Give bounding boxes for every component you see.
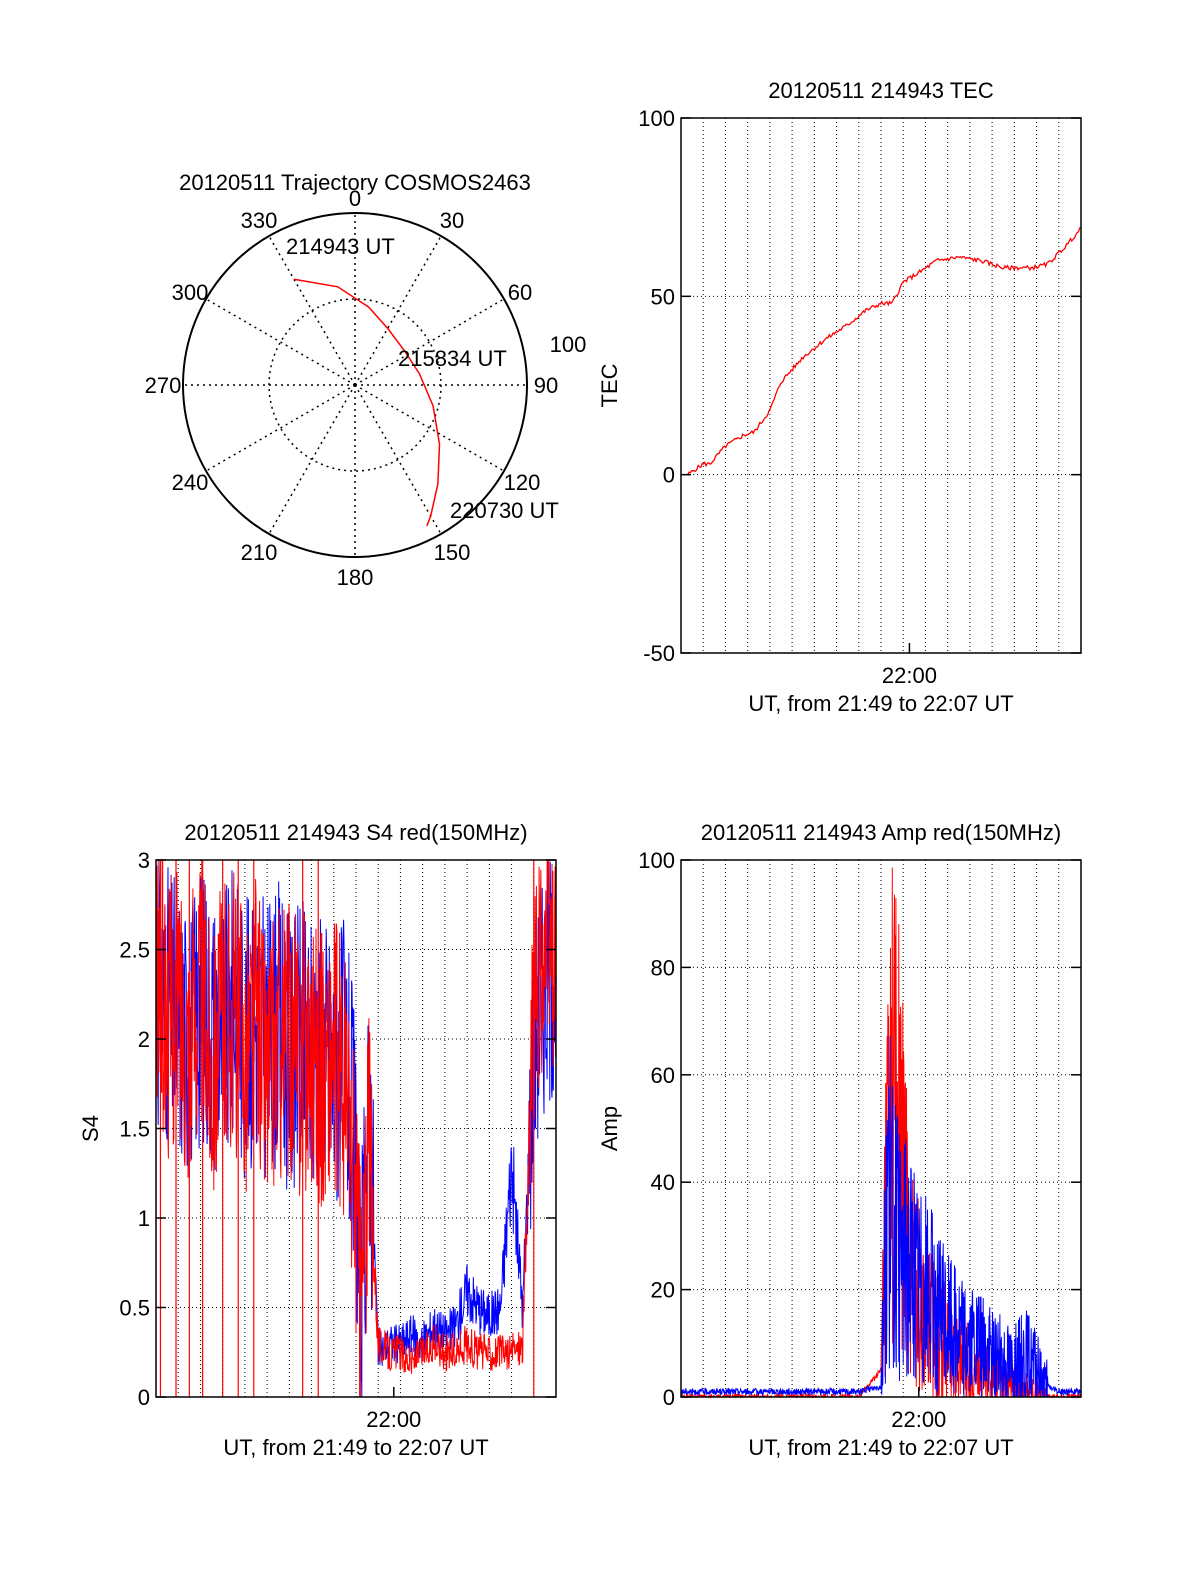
- x-axis-label: UT, from 21:49 to 22:07 UT: [748, 1435, 1013, 1460]
- polar-spoke: [205, 298, 356, 386]
- y-tick-label: 1.5: [119, 1117, 150, 1142]
- angle-label: 240: [172, 470, 209, 495]
- polar-title: 20120511 Trajectory COSMOS2463: [179, 170, 531, 195]
- x-tick-label: 22:00: [366, 1407, 421, 1432]
- y-axis-label: Amp: [597, 1106, 622, 1151]
- x-axis-label: UT, from 21:49 to 22:07 UT: [748, 691, 1013, 716]
- chart-panel-3: 20120511 214943 Amp red(150MHz) 0 20 40 60 80…: [597, 820, 1082, 1460]
- polar-spoke: [354, 384, 442, 535]
- chart-title: 20120511 214943 S4 red(150MHz): [184, 820, 527, 845]
- angle-label: 210: [241, 540, 278, 565]
- angle-label: 330: [241, 208, 278, 233]
- y-tick-label: 0.5: [119, 1296, 150, 1321]
- trajectory-annotation: 214943 UT: [286, 234, 395, 259]
- y-tick-label: 0: [138, 1385, 150, 1410]
- trajectory-line: [293, 278, 441, 527]
- angle-label: 120: [504, 470, 541, 495]
- plot-frame: [680, 859, 1082, 1398]
- y-tick-label: 3: [138, 848, 150, 873]
- plot-frame: [680, 117, 1082, 654]
- y-tick-label: 0: [663, 1385, 675, 1410]
- angle-label: 60: [508, 280, 532, 305]
- angle-label: 30: [440, 208, 464, 233]
- polar-spoke: [354, 298, 505, 386]
- y-tick-label: 2: [138, 1027, 150, 1052]
- chart-title: 20120511 214943 Amp red(150MHz): [701, 820, 1061, 845]
- angle-label: 150: [434, 540, 471, 565]
- trajectory-annotation: 220730 UT: [450, 498, 559, 523]
- polar-spoke: [268, 384, 356, 535]
- y-tick-label: 40: [651, 1170, 675, 1195]
- series-group: [687, 226, 1082, 476]
- x-tick-label: 22:00: [882, 663, 937, 688]
- polar-ring-outer: [182, 212, 528, 558]
- series-line-0: [687, 226, 1082, 476]
- chart-title: 20120511 214943 TEC: [768, 78, 994, 103]
- polar-ring-50: [268, 298, 442, 472]
- y-tick-label: 50: [651, 284, 675, 309]
- polar-spoke: [354, 384, 505, 472]
- y-tick-label: 100: [638, 848, 675, 873]
- y-tick-label: 0: [663, 463, 675, 488]
- y-tick-label: 1: [138, 1206, 150, 1231]
- y-tick-label: 80: [651, 955, 675, 980]
- polar-spoke: [268, 235, 356, 386]
- polar-spoke: [354, 235, 442, 386]
- angle-label: 90: [534, 373, 558, 398]
- trajectory-annotation: 215834 UT: [398, 346, 507, 371]
- y-tick-label: 100: [638, 106, 675, 131]
- y-tick-label: -50: [643, 641, 675, 666]
- y-tick-label: 20: [651, 1278, 675, 1303]
- y-tick-label: 60: [651, 1063, 675, 1088]
- angle-label: 0: [349, 186, 361, 211]
- chart-panel-2: 20120511 214943 S4 red(150MHz)00.511.522…: [78, 820, 557, 1460]
- radius-label: 100: [550, 332, 587, 357]
- y-tick-label: 2.5: [119, 938, 150, 963]
- angle-label: 270: [145, 373, 182, 398]
- polar-spoke: [205, 384, 356, 472]
- angle-label: 180: [337, 565, 374, 590]
- x-axis-label: UT, from 21:49 to 22:07 UT: [223, 1435, 488, 1460]
- chart-panel-1: 20120511 214943 TEC -50 0 50 100 22:00 UT, fro…: [597, 78, 1082, 716]
- y-axis-label: S4: [78, 1115, 103, 1142]
- x-tick-label: 22:00: [891, 1407, 946, 1432]
- angle-label: 300: [172, 280, 209, 305]
- gridlines: [681, 118, 1081, 653]
- y-axis-label: TEC: [597, 363, 622, 407]
